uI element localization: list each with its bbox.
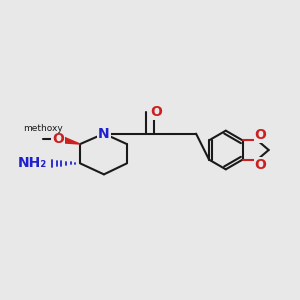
Text: O: O [151,105,163,119]
Polygon shape [57,135,80,144]
Text: O: O [254,158,266,172]
Text: NH₂: NH₂ [18,156,47,170]
Text: methoxy: methoxy [23,124,63,133]
Text: N: N [98,127,110,141]
Text: O: O [52,132,64,146]
Text: O: O [254,128,266,142]
